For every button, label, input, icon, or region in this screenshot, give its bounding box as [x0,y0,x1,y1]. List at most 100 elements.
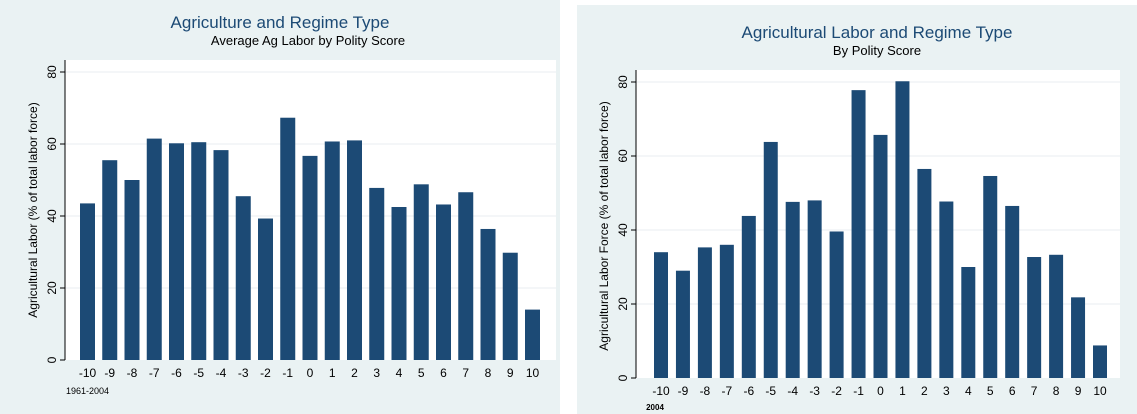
bar-10 [525,309,540,360]
x-tick-label: -5 [193,366,204,380]
bar-9 [502,252,518,360]
bar--7 [146,138,162,360]
y-axis-label: Agricultural Labor (% of total labor for… [26,102,40,317]
bar-3 [369,187,385,360]
x-tick-label: -4 [787,384,798,398]
y-tick-label: 0 [45,356,59,363]
y-tick-label: 80 [616,75,630,89]
x-tick-label: -10 [79,366,97,380]
x-tick-label: -7 [722,384,733,398]
bar-0 [873,134,888,378]
bar-8 [1049,254,1064,378]
bar-1 [895,81,910,378]
y-tick-label: 60 [616,149,630,163]
x-tick-label: -8 [127,366,138,380]
x-tick-label: -6 [171,366,182,380]
bar--1 [280,117,296,360]
bar--6 [169,143,184,360]
x-tick-label: 10 [526,366,540,380]
x-tick-label: 10 [1093,384,1107,398]
chart-note: 1961-2004 [66,386,109,396]
x-tick-label: 3 [373,366,380,380]
x-tick-label: 1 [899,384,906,398]
bar-4 [391,207,407,360]
chart-title: Agricultural Labor and Regime Type [742,23,1013,42]
x-tick-label: -1 [282,366,293,380]
x-tick-label: 3 [943,384,950,398]
x-tick-label: -10 [652,384,670,398]
x-tick-label: 1 [329,366,336,380]
bar-3 [939,201,954,378]
bar-2 [917,168,932,378]
chart-title: Agriculture and Regime Type [171,13,390,32]
bar--9 [675,270,690,378]
bar--1 [851,90,866,378]
bar-1 [324,141,340,360]
x-tick-label: 8 [485,366,492,380]
bar-5 [413,184,429,360]
bar--10 [654,252,668,378]
bar--3 [807,200,822,378]
y-tick-label: 20 [616,297,630,311]
bar-7 [1027,257,1042,378]
y-axis-label: Agricultural Labor Force (% of total lab… [597,101,611,350]
bar--4 [785,201,800,378]
x-tick-label: -7 [149,366,160,380]
x-tick-label: 2 [921,384,928,398]
x-tick-label: -6 [743,384,754,398]
x-tick-label: 4 [965,384,972,398]
bar-10 [1093,345,1107,378]
bar--6 [741,215,756,378]
x-tick-label: -9 [678,384,689,398]
x-tick-label: 9 [507,366,514,380]
x-tick-label: 5 [987,384,994,398]
y-tick-label: 40 [45,209,59,223]
bar-6 [436,204,451,360]
bar-0 [302,155,318,360]
chart-note: 2004 [646,403,664,412]
x-tick-label: 6 [1009,384,1016,398]
x-tick-label: 0 [307,366,314,380]
bar--8 [124,180,140,360]
x-tick-label: 8 [1053,384,1060,398]
bar--2 [258,218,273,360]
y-tick-label: 80 [45,65,59,79]
bar-5 [983,175,998,378]
x-tick-label: -4 [216,366,227,380]
y-tick-label: 60 [45,137,59,151]
bar--5 [763,141,778,378]
x-tick-label: -2 [831,384,842,398]
bar-7 [458,192,474,360]
y-tick-label: 0 [616,374,630,381]
x-tick-label: 7 [462,366,469,380]
y-tick-label: 20 [45,281,59,295]
bar-9 [1071,297,1086,378]
bar-2 [347,140,362,360]
bar--7 [719,244,734,378]
x-tick-label: 9 [1075,384,1082,398]
bar--10 [80,203,95,360]
x-tick-label: -9 [104,366,115,380]
x-tick-label: 4 [396,366,403,380]
x-tick-label: 2 [351,366,358,380]
x-tick-label: -5 [765,384,776,398]
x-tick-label: -3 [809,384,820,398]
bar-6 [1005,205,1020,378]
x-tick-label: 0 [877,384,884,398]
x-tick-label: -8 [700,384,711,398]
bar--3 [235,196,251,360]
bar-4 [961,267,976,378]
chart-subtitle: Average Ag Labor by Polity Score [211,33,405,48]
bar--8 [697,247,712,378]
x-tick-label: 6 [440,366,447,380]
bar--9 [102,160,118,360]
chart-subtitle: By Polity Score [833,43,921,58]
bar--2 [829,231,844,378]
bar--4 [213,150,229,360]
x-tick-label: 5 [418,366,425,380]
x-tick-label: -3 [238,366,249,380]
x-tick-label: -2 [260,366,271,380]
bar--5 [191,142,207,360]
